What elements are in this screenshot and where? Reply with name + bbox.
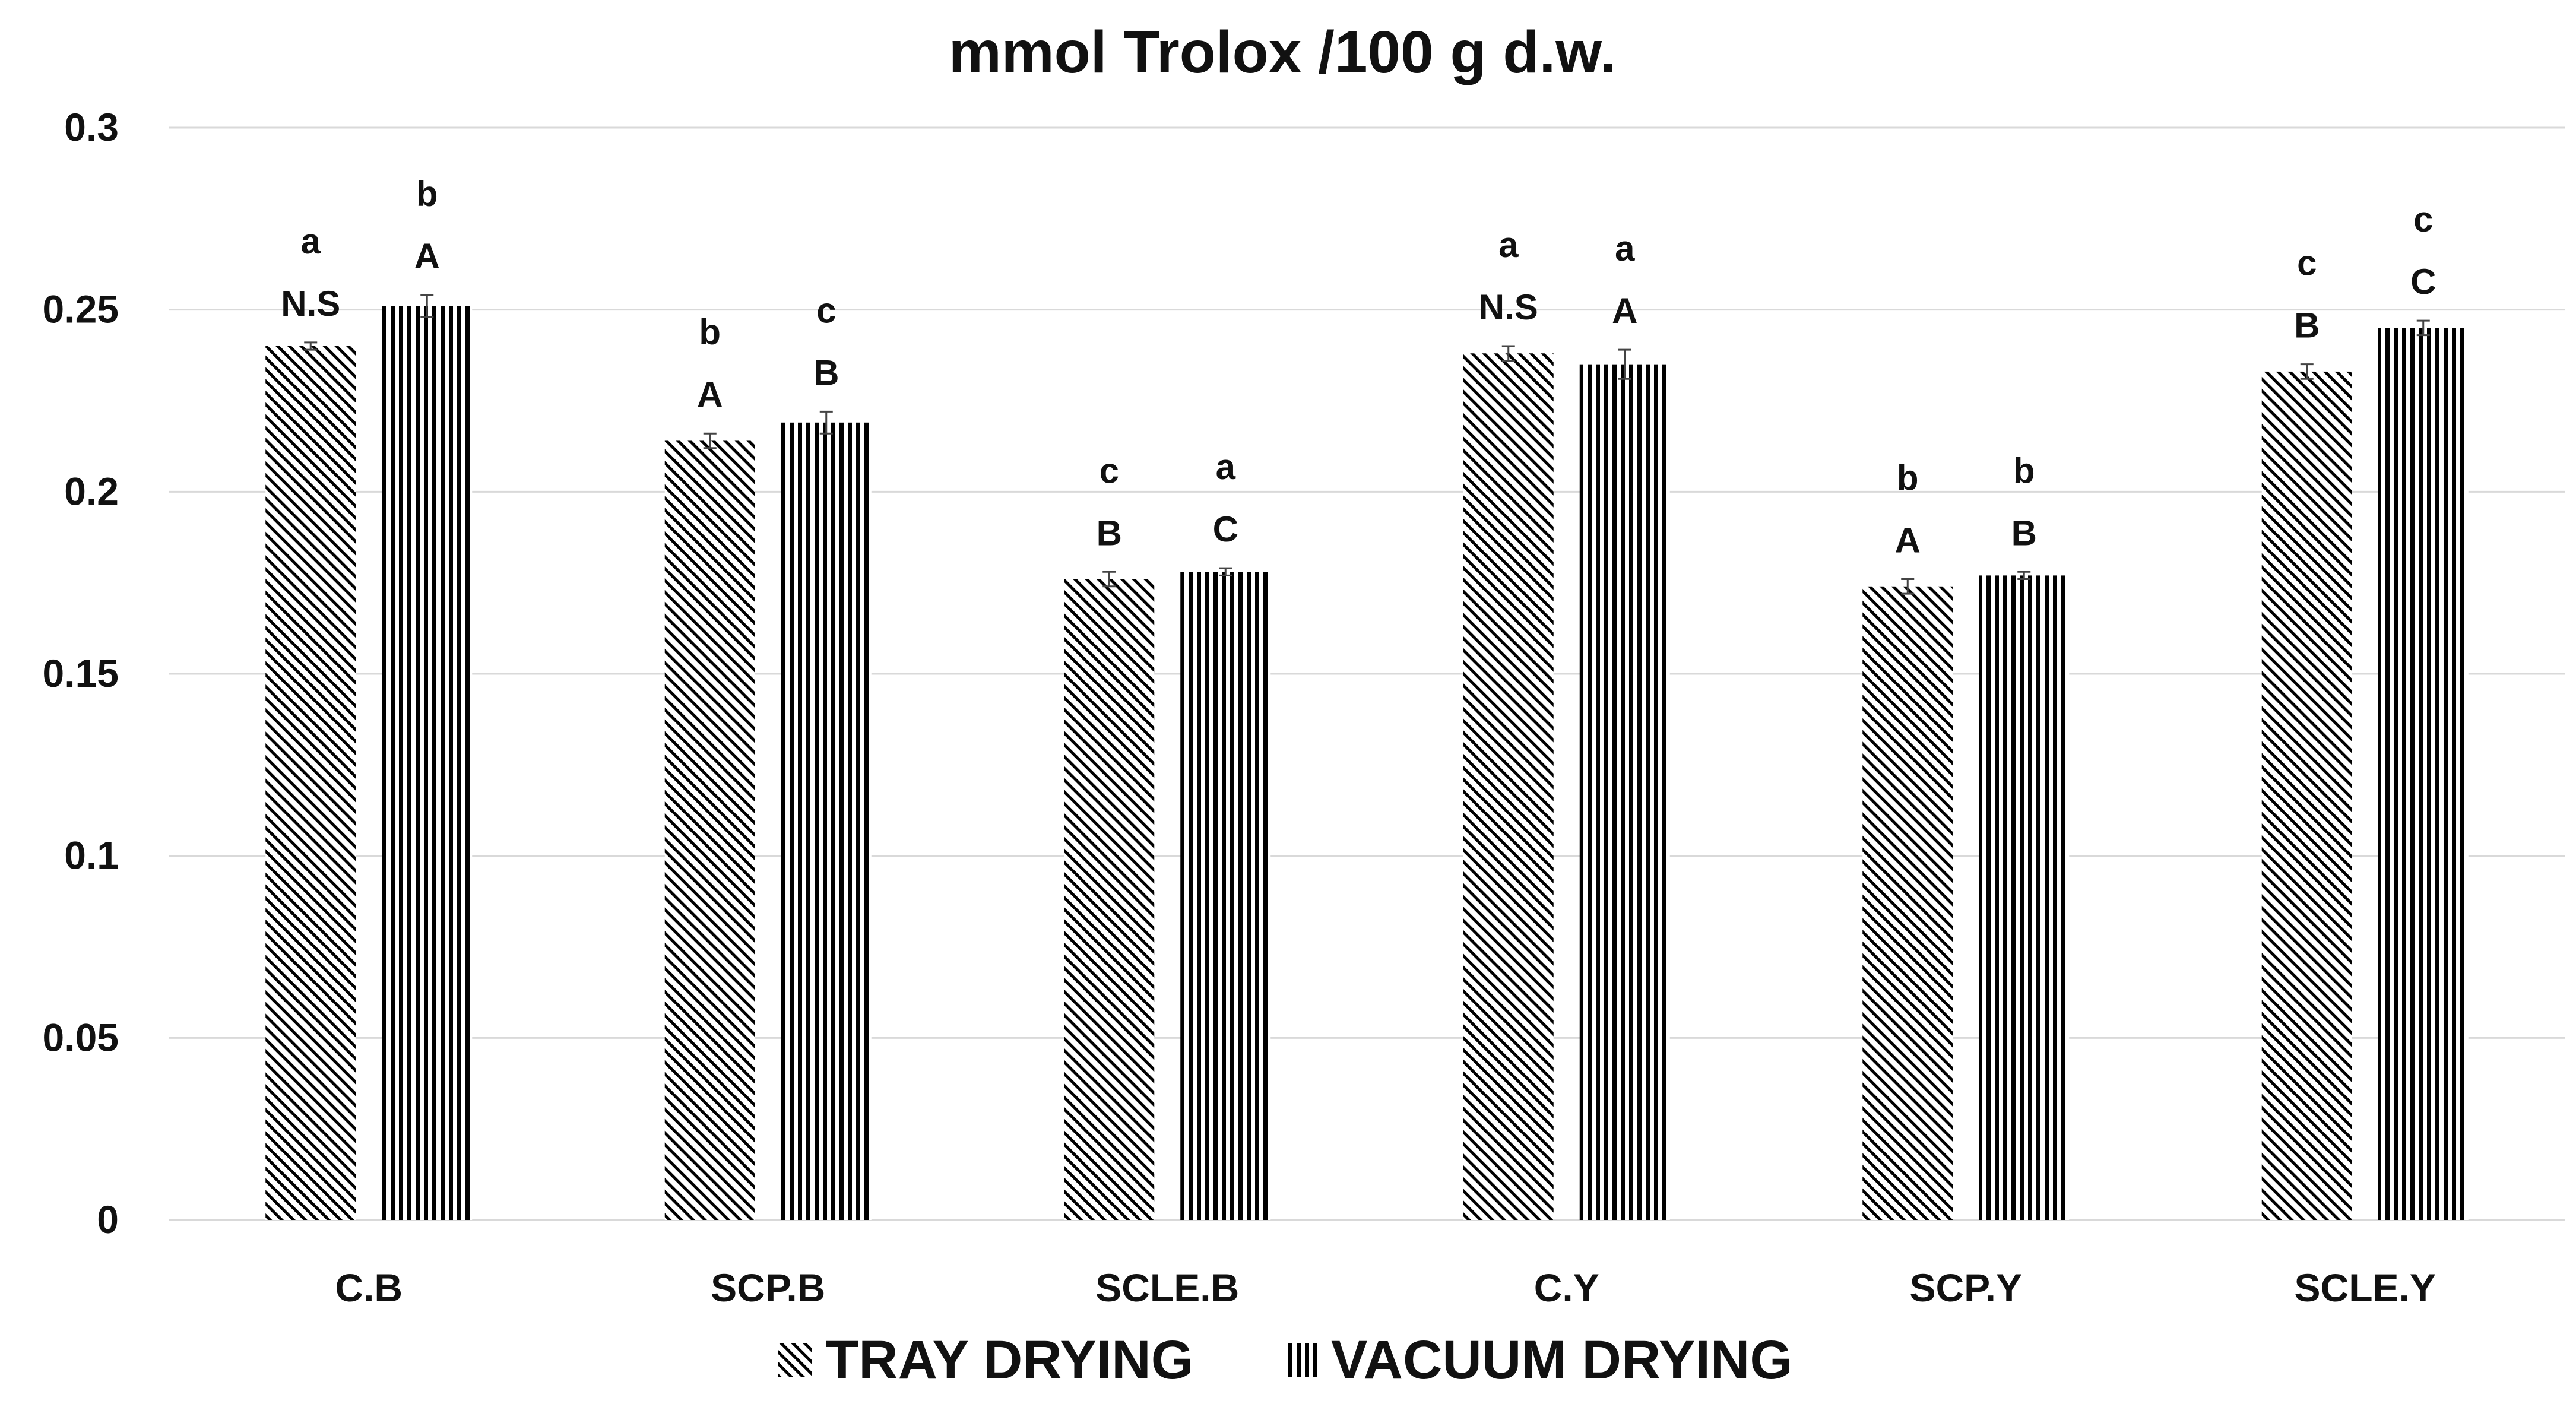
bar-vacuum [1979,575,2070,1220]
bar-tray [1463,353,1554,1221]
significance-upper: A [697,375,723,414]
significance-upper: A [1895,521,1921,560]
y-tick-label: 0.25 [43,287,119,331]
bar-vacuum [1180,572,1271,1221]
y-tick-label: 0.3 [64,105,119,149]
significance-lower: a [301,221,321,261]
y-tick-label: 0.1 [64,833,119,877]
x-category-label: SCLE.Y [2295,1266,2436,1310]
bar-tray [265,346,356,1220]
significance-upper: B [1097,513,1122,553]
bar-tray [1064,579,1155,1220]
y-tick-label: 0.2 [64,469,119,513]
x-category-label: C.B [335,1266,403,1310]
significance-lower: a [1216,447,1236,487]
significance-lower: b [1897,458,1919,498]
significance-lower: c [2297,243,2317,283]
x-category-label: SCP.Y [1909,1266,2022,1310]
significance-upper: A [414,236,440,276]
bar-vacuum [382,306,473,1220]
significance-lower: c [1100,451,1119,490]
x-axis-labels: C.B SCP.B SCLE.B C.Y SCP.Y SCLE.Y [335,1266,2436,1310]
significance-lower: c [816,290,836,330]
significance-lower: a [1615,229,1635,268]
significance-upper: N.S [281,284,340,324]
significance-upper: C [1213,509,1238,549]
significance-upper: A [1612,291,1637,331]
significance-upper: N.S [1479,287,1538,327]
y-tick-label: 0.05 [43,1015,119,1059]
legend-label-vacuum: VACUUM DRYING [1331,1330,1792,1390]
x-category-label: SCLE.B [1095,1266,1239,1310]
chart-title: mmol Trolox /100 g d.w. [949,19,1616,85]
significance-lower: c [2413,199,2433,239]
significance-upper: B [2294,306,2320,346]
legend-label-tray: TRAY DRYING [825,1330,1193,1390]
y-tick-label: 0.15 [43,651,119,695]
bar-tray [664,440,755,1220]
significance-upper: B [813,353,839,392]
gridlines [169,126,2565,1221]
bar-vacuum [1579,364,1670,1220]
bar-tray [2261,371,2352,1220]
significance-lower: b [2013,451,2035,490]
bar-tray [1862,586,1953,1220]
x-category-label: C.Y [1534,1266,1599,1310]
significance-upper: C [2410,262,2436,302]
y-axis-ticks: 0 0.05 0.1 0.15 0.2 0.25 0.3 [43,105,119,1241]
x-category-label: SCP.B [711,1266,825,1310]
legend: TRAY DRYING VACUUM DRYING [778,1330,1792,1390]
legend-swatch-tray [778,1343,812,1377]
y-tick-label: 0 [97,1197,119,1241]
significance-lower: b [699,312,721,352]
significance-lower: b [416,174,438,214]
significance-lower: a [1498,225,1519,265]
legend-swatch-vacuum [1284,1343,1318,1377]
bar-vacuum [781,422,872,1220]
significance-upper: B [2011,513,2037,553]
bar-vacuum [2378,328,2469,1221]
